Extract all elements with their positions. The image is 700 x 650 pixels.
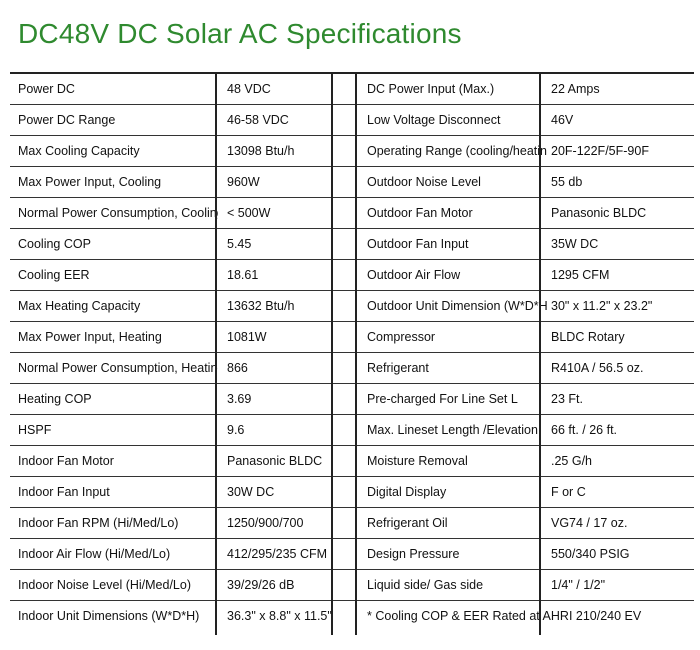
spec-value: 30" x 11.2" x 23.2" bbox=[551, 299, 653, 313]
spec-value: R410A / 56.5 oz. bbox=[551, 361, 644, 375]
spec-label: HSPF bbox=[18, 423, 52, 437]
spec-label: Heating COP bbox=[18, 392, 92, 406]
page-title: DC48V DC Solar AC Specifications bbox=[18, 18, 462, 49]
table-row: Indoor Air Flow (Hi/Med/Lo) 412/295/235 C… bbox=[10, 539, 694, 570]
spec-value: 39/29/26 dB bbox=[227, 578, 295, 592]
table-row: Power DC Range 46-58 VDC Low Voltage Disco… bbox=[10, 105, 694, 136]
column-divider bbox=[215, 72, 217, 635]
spec-value: 36.3" x 8.8" x 11.5" bbox=[227, 609, 332, 623]
spec-value: VG74 / 17 oz. bbox=[551, 516, 628, 530]
spec-value: 46V bbox=[551, 113, 574, 127]
spec-value: 35W DC bbox=[551, 237, 599, 251]
spec-value: BLDC Rotary bbox=[551, 330, 625, 344]
spec-label: Liquid side/ Gas side bbox=[367, 578, 484, 592]
spec-value: 9.6 bbox=[227, 423, 245, 437]
spec-label: Indoor Noise Level (Hi/Med/Lo) bbox=[18, 578, 191, 592]
spec-label: Power DC Range bbox=[18, 113, 116, 127]
spec-label: Power DC bbox=[18, 82, 75, 96]
column-divider bbox=[331, 72, 333, 635]
spec-value: 23 Ft. bbox=[551, 392, 583, 406]
column-divider bbox=[539, 72, 541, 635]
spec-value: < 500W bbox=[227, 206, 271, 220]
spec-label: Outdoor Fan Input bbox=[367, 237, 469, 251]
spec-label: Max Heating Capacity bbox=[18, 299, 141, 313]
spec-label: Max Cooling Capacity bbox=[18, 144, 140, 158]
spec-value: 1081W bbox=[227, 330, 267, 344]
spec-value: 46-58 VDC bbox=[227, 113, 289, 127]
table-row: Normal Power Consumption, Cooling < 500W O… bbox=[10, 198, 694, 229]
table-row: Indoor Fan Input 30W DC Digital Display F o… bbox=[10, 477, 694, 508]
spec-value: Panasonic BLDC bbox=[551, 206, 647, 220]
table-row: HSPF 9.6 Max. Lineset Length /Elevation 66 … bbox=[10, 415, 694, 446]
spec-label: Cooling EER bbox=[18, 268, 90, 282]
spec-label: Indoor Air Flow (Hi/Med/Lo) bbox=[18, 547, 171, 561]
spec-value: 1250/900/700 bbox=[227, 516, 304, 530]
table-row: Indoor Fan RPM (Hi/Med/Lo) 1250/900/700 Re… bbox=[10, 508, 694, 539]
spec-value: 48 VDC bbox=[227, 82, 271, 96]
spec-value: 1295 CFM bbox=[551, 268, 610, 282]
spec-label: Outdoor Air Flow bbox=[367, 268, 461, 282]
spec-value: 20F-122F/5F-90F bbox=[551, 144, 649, 158]
spec-value: 18.61 bbox=[227, 268, 259, 282]
spec-value: 1/4" / 1/2" bbox=[551, 578, 606, 592]
spec-label: Outdoor Fan Motor bbox=[367, 206, 473, 220]
spec-value: 55 db bbox=[551, 175, 583, 189]
spec-value: 412/295/235 CFM bbox=[227, 547, 328, 561]
spec-label: Low Voltage Disconnect bbox=[367, 113, 501, 127]
table-row: Heating COP 3.69 Pre-charged For Line Set … bbox=[10, 384, 694, 415]
table-row: Normal Power Consumption, Heating 866 Refr… bbox=[10, 353, 694, 384]
table-row: Indoor Fan Motor Panasonic BLDC Moisture R… bbox=[10, 446, 694, 477]
spec-value: Panasonic BLDC bbox=[227, 454, 323, 468]
table-row: Max Heating Capacity 13632 Btu/h Outdoor U… bbox=[10, 291, 694, 322]
table-row: Indoor Unit Dimensions (W*D*H) 36.3" x 8.… bbox=[10, 601, 694, 631]
spec-label: Outdoor Noise Level bbox=[367, 175, 481, 189]
spec-label: DC Power Input (Max.) bbox=[367, 82, 495, 96]
rating-note: * Cooling COP & EER Rated at AHRI 210/24… bbox=[367, 609, 642, 623]
spec-label: Normal Power Consumption, Cooling bbox=[18, 206, 218, 220]
spec-value: 550/340 PSIG bbox=[551, 547, 630, 561]
spec-label: Design Pressure bbox=[367, 547, 460, 561]
spec-value: F or C bbox=[551, 485, 586, 499]
spec-label: Operating Range (cooling/heating) bbox=[367, 144, 547, 158]
spec-label: Max Power Input, Heating bbox=[18, 330, 162, 344]
spec-label: Moisture Removal bbox=[367, 454, 468, 468]
spec-value: 13632 Btu/h bbox=[227, 299, 295, 313]
specifications-table: Power DC 48 VDC DC Power Input (Max.) 22 Am… bbox=[10, 72, 694, 631]
table-row: Max Power Input, Heating 1081W Compressor B… bbox=[10, 322, 694, 353]
spec-label: Cooling COP bbox=[18, 237, 91, 251]
spec-label: Outdoor Unit Dimension (W*D*H) bbox=[367, 299, 547, 313]
spec-label: Refrigerant bbox=[367, 361, 429, 375]
spec-label: Max. Lineset Length /Elevation bbox=[367, 423, 538, 437]
spec-value: 960W bbox=[227, 175, 260, 189]
spec-label: Indoor Fan RPM (Hi/Med/Lo) bbox=[18, 516, 179, 530]
table-row: Max Power Input, Cooling 960W Outdoor Nois… bbox=[10, 167, 694, 198]
spec-value: 5.45 bbox=[227, 237, 252, 251]
spec-value: 866 bbox=[227, 361, 248, 375]
spec-label: Digital Display bbox=[367, 485, 447, 499]
spec-value: .25 G/h bbox=[551, 454, 592, 468]
table-row: Indoor Noise Level (Hi/Med/Lo) 39/29/26 d… bbox=[10, 570, 694, 601]
table-row: Power DC 48 VDC DC Power Input (Max.) 22 Am… bbox=[10, 74, 694, 105]
spec-label: Normal Power Consumption, Heating bbox=[18, 361, 218, 375]
column-divider bbox=[355, 72, 357, 635]
spec-value: 66 ft. / 26 ft. bbox=[551, 423, 618, 437]
table-row: Cooling EER 18.61 Outdoor Air Flow 1295 CFM bbox=[10, 260, 694, 291]
spec-value: 30W DC bbox=[227, 485, 275, 499]
table-row: Cooling COP 5.45 Outdoor Fan Input 35W DC bbox=[10, 229, 694, 260]
spec-value: 22 Amps bbox=[551, 82, 600, 96]
spec-label: Indoor Fan Input bbox=[18, 485, 110, 499]
spec-value: 13098 Btu/h bbox=[227, 144, 295, 158]
spec-label: Refrigerant Oil bbox=[367, 516, 448, 530]
table-row: Max Cooling Capacity 13098 Btu/h Operating… bbox=[10, 136, 694, 167]
spec-label: Pre-charged For Line Set L bbox=[367, 392, 518, 406]
spec-label: Max Power Input, Cooling bbox=[18, 175, 162, 189]
spec-label: Compressor bbox=[367, 330, 436, 344]
spec-label: Indoor Fan Motor bbox=[18, 454, 114, 468]
spec-label: Indoor Unit Dimensions (W*D*H) bbox=[18, 609, 200, 623]
spec-value: 3.69 bbox=[227, 392, 252, 406]
